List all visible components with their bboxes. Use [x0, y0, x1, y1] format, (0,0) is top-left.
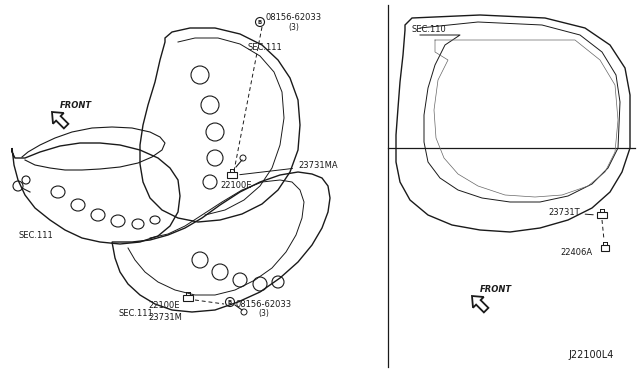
Text: 08156-62033: 08156-62033: [266, 13, 322, 22]
Text: 22406A: 22406A: [560, 248, 592, 257]
Bar: [183, 295, 193, 301]
Text: B: B: [228, 299, 232, 305]
Text: FRONT: FRONT: [480, 285, 512, 294]
Text: 22100E: 22100E: [220, 181, 252, 190]
Text: SEC.111: SEC.111: [248, 43, 283, 52]
Text: 22100E: 22100E: [148, 301, 179, 310]
Bar: [597, 212, 607, 218]
Text: (3): (3): [288, 23, 299, 32]
Text: SEC.110: SEC.110: [412, 25, 447, 34]
Text: SEC.111: SEC.111: [118, 309, 153, 318]
Text: 08156-62033: 08156-62033: [236, 300, 292, 309]
Text: B: B: [258, 19, 262, 25]
Bar: [601, 245, 609, 251]
Text: J22100L4: J22100L4: [568, 350, 613, 360]
Text: 23731M: 23731M: [148, 313, 182, 322]
Text: 23731MA: 23731MA: [240, 161, 338, 175]
Text: FRONT: FRONT: [60, 101, 92, 110]
Bar: [227, 172, 237, 178]
Text: 23731T: 23731T: [548, 208, 593, 217]
Text: SEC.111: SEC.111: [18, 231, 52, 240]
Text: (3): (3): [258, 309, 269, 318]
